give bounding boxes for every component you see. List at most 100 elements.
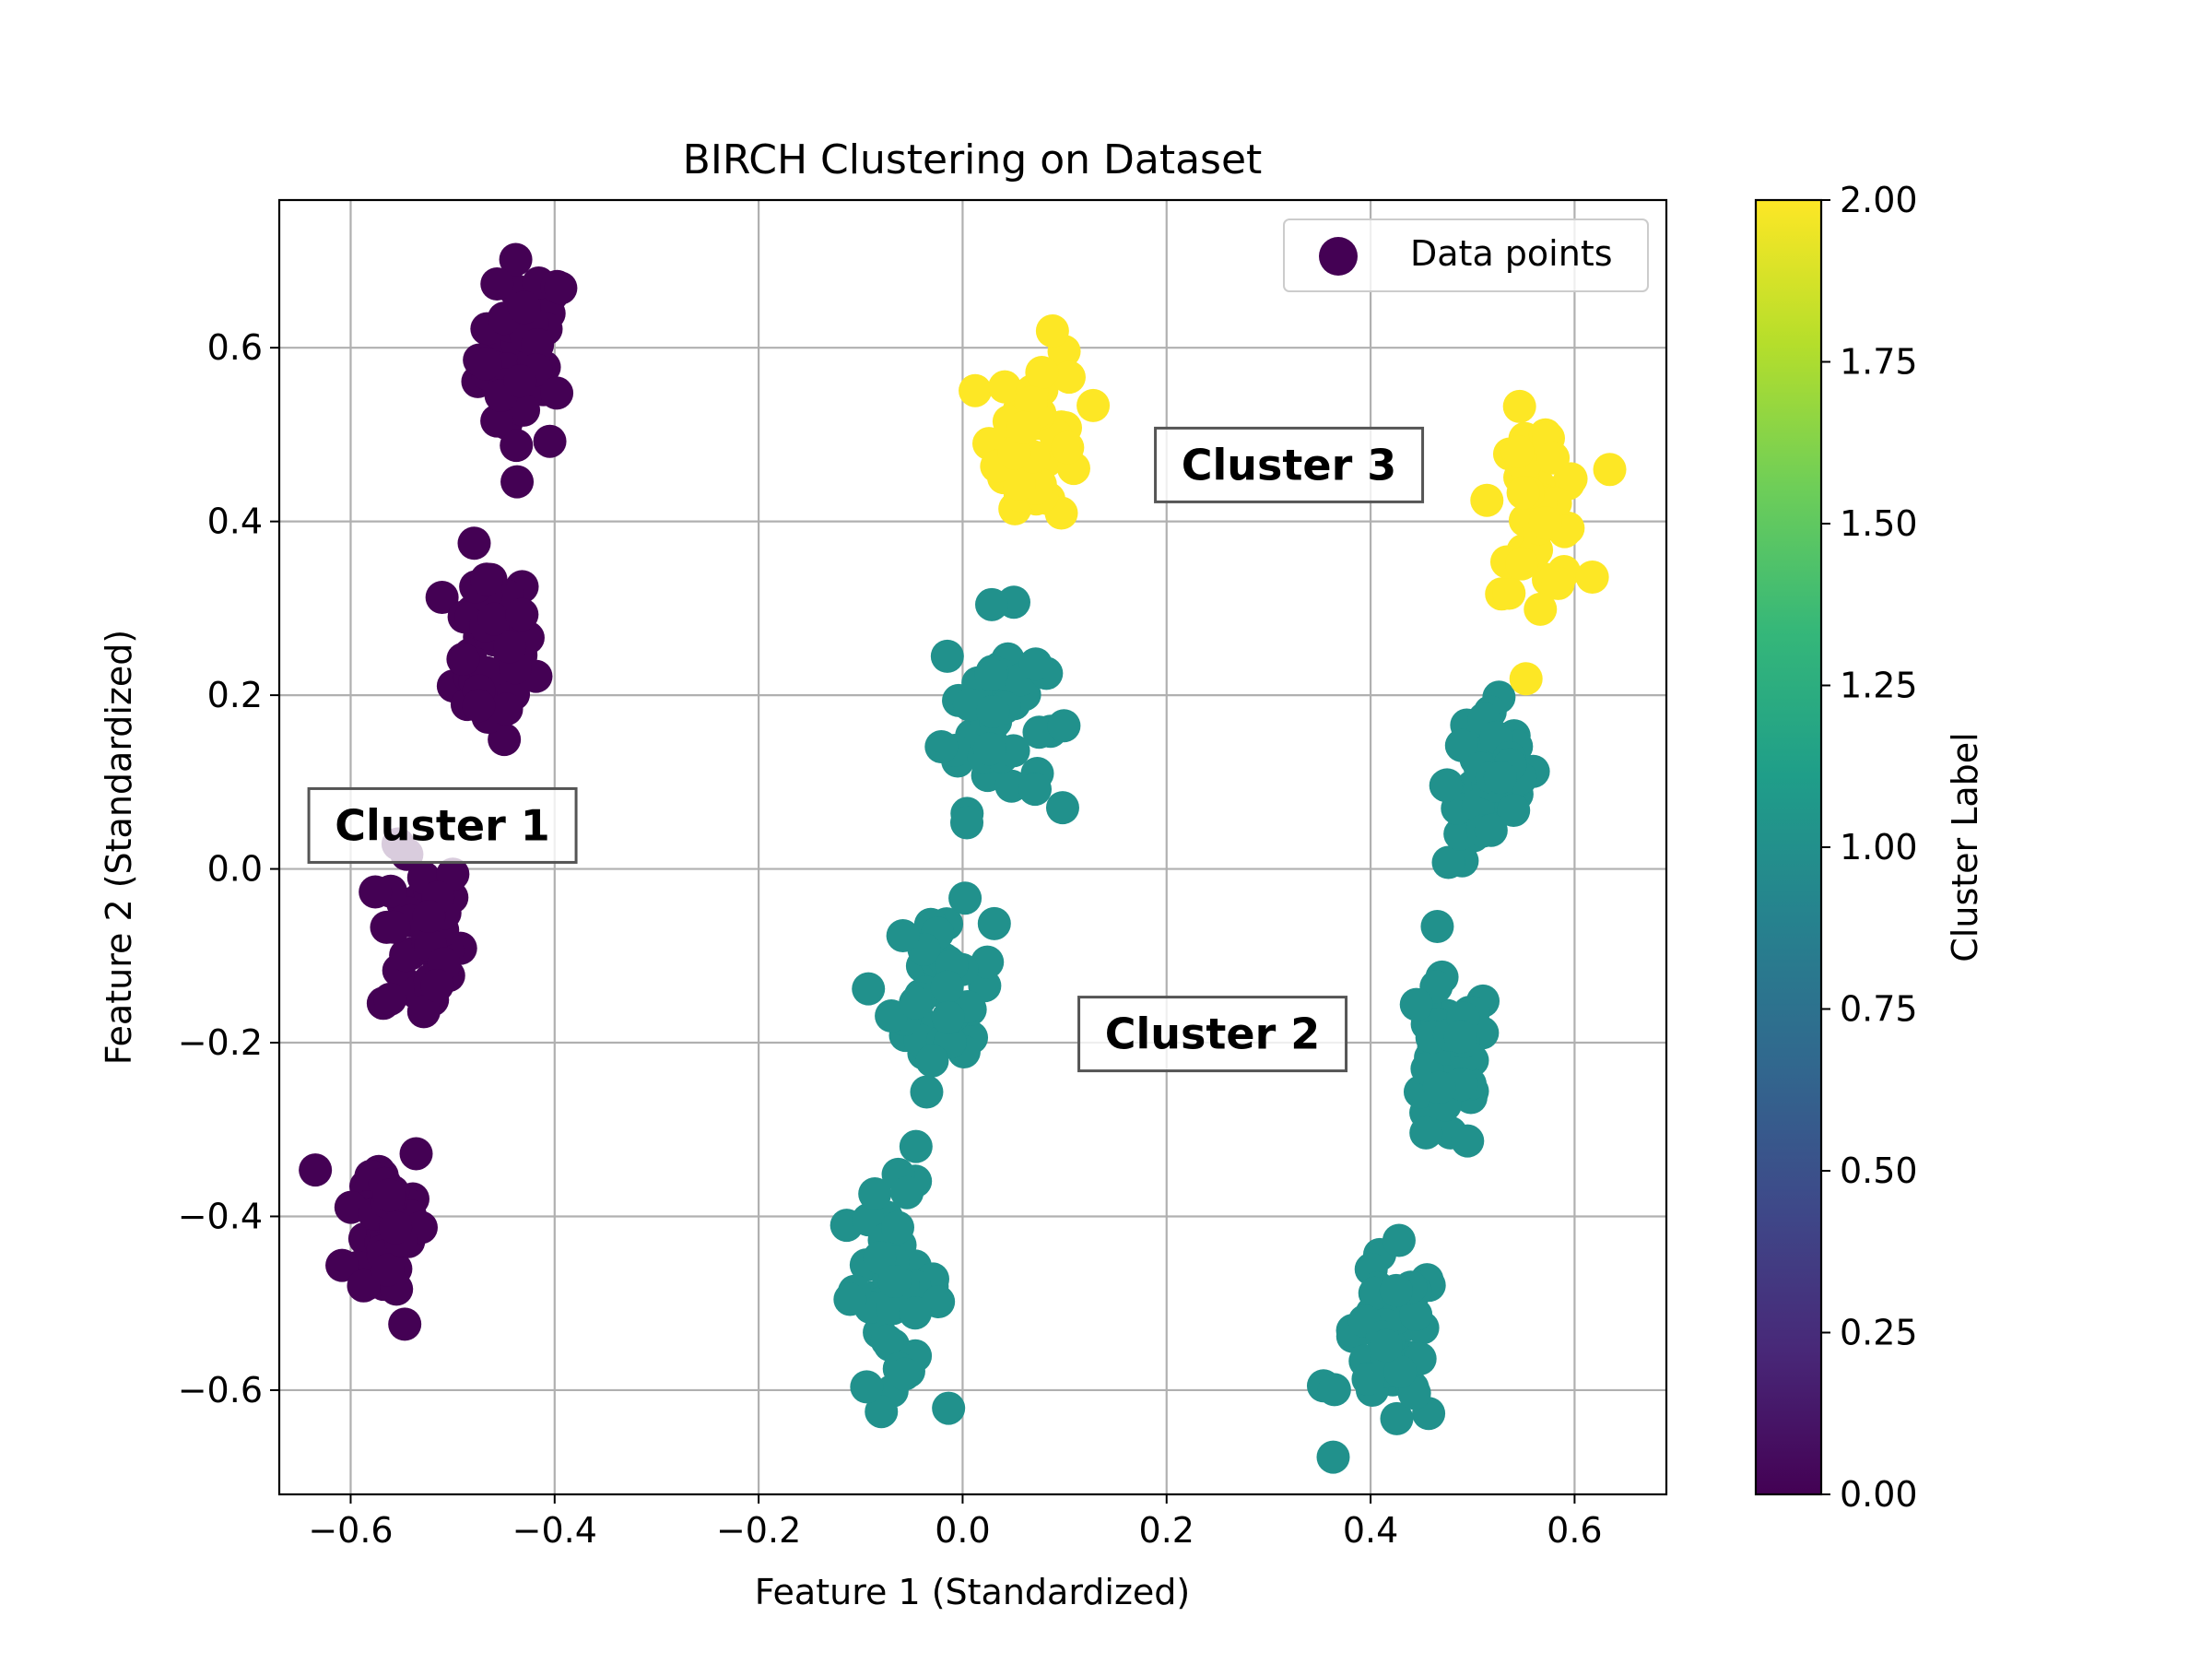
data-point (1077, 388, 1111, 422)
data-point (910, 1075, 944, 1109)
data-point (988, 370, 1022, 404)
data-point (1045, 791, 1079, 825)
legend-label: Data points (1410, 233, 1613, 274)
data-point (1383, 1354, 1418, 1388)
data-point (420, 969, 454, 1003)
y-tick-label: 0.0 (207, 849, 263, 890)
annotation-label: Cluster 1 (335, 800, 550, 850)
data-point (1500, 434, 1535, 468)
colorbar-tick-label: 1.75 (1840, 342, 1918, 383)
data-point (299, 1153, 333, 1187)
data-point (1505, 547, 1539, 581)
data-point (975, 587, 1009, 621)
legend-marker (1319, 237, 1358, 276)
data-point (373, 982, 407, 1016)
data-point (850, 1370, 884, 1404)
data-point (1492, 576, 1526, 610)
data-point (1536, 441, 1571, 475)
data-point (1047, 709, 1081, 743)
data-point (870, 1324, 904, 1358)
data-point (1451, 1124, 1485, 1158)
data-point (898, 1296, 932, 1330)
data-point (977, 906, 1011, 940)
colorbar-tick-label: 1.25 (1840, 666, 1918, 706)
annotation-box (1077, 996, 1348, 1073)
colorbar-label: Cluster Label (1945, 732, 1985, 962)
legend: Data points (1283, 218, 1649, 292)
data-point (1399, 1297, 1433, 1331)
data-point (886, 919, 920, 953)
data-point (499, 242, 533, 277)
x-tick-label: −0.4 (512, 1510, 597, 1551)
data-point (880, 1210, 914, 1245)
data-point (500, 465, 535, 499)
x-tick-label: 0.0 (935, 1510, 990, 1551)
data-point (325, 1248, 359, 1282)
data-point (388, 1307, 422, 1341)
data-point (507, 290, 541, 325)
data-point (489, 692, 524, 726)
data-point (533, 424, 567, 458)
data-point (347, 1269, 381, 1303)
data-point (833, 1282, 867, 1316)
data-point (1317, 1373, 1351, 1407)
data-point (377, 910, 411, 944)
y-axis-label: Feature 2 (Standardized) (99, 630, 139, 1065)
data-point (505, 597, 539, 631)
y-tick-label: −0.2 (178, 1022, 263, 1063)
data-point (1382, 1223, 1416, 1257)
data-point (1369, 1328, 1403, 1363)
data-point (372, 1178, 406, 1212)
data-point (948, 881, 982, 915)
data-point (1018, 647, 1053, 681)
data-point (1316, 1440, 1350, 1474)
colorbar: 0.00 0.25 0.50 0.75 1.00 1.25 1.50 1.75 2.00 Clus… (1754, 180, 1985, 1515)
data-point (1002, 466, 1036, 501)
y-tick-label: 0.4 (207, 502, 263, 542)
data-point (406, 995, 441, 1029)
cluster-annotation: Cluster 3 (1154, 426, 1425, 503)
axes: −0.6 −0.4 −0.2 0.0 0.2 0.4 0.6 −0.6 −0.4 −0.2 0.0 0… (178, 327, 1603, 1551)
data-point (931, 1000, 965, 1034)
data-point (930, 970, 964, 1004)
legend-box (1283, 218, 1649, 292)
data-point (477, 602, 512, 636)
colorbar-tick-label: 1.50 (1840, 503, 1918, 544)
x-tick-label: 0.6 (1547, 1510, 1602, 1551)
data-point (1483, 761, 1517, 795)
data-point (852, 972, 886, 1006)
data-point (915, 1044, 949, 1078)
data-point (877, 1265, 912, 1299)
colorbar-tick-label: 1.00 (1840, 827, 1918, 867)
data-point (1431, 845, 1465, 879)
data-point (1399, 987, 1433, 1021)
y-tick-label: 0.6 (207, 327, 263, 368)
data-point (1443, 1020, 1477, 1054)
data-point (462, 689, 496, 723)
data-point (971, 945, 1005, 979)
data-point (1470, 483, 1504, 517)
cluster-annotations: Cluster 1 Cluster 2 Cluster 3 (307, 426, 1425, 1073)
data-point (899, 985, 933, 1020)
data-point (1506, 476, 1540, 510)
data-point (997, 436, 1031, 470)
y-tick-label: −0.6 (178, 1370, 263, 1410)
data-point (1052, 360, 1086, 395)
data-point (425, 581, 459, 615)
data-point (1420, 909, 1454, 943)
annotation-label: Cluster 3 (1182, 440, 1397, 490)
chart-title: BIRCH Clustering on Dataset (683, 136, 1263, 183)
annotation-box (307, 786, 578, 864)
data-point (1380, 1401, 1414, 1435)
colorbar-tick-label: 0.00 (1840, 1474, 1918, 1515)
data-point (890, 1175, 924, 1210)
data-point (521, 327, 555, 361)
data-point (1528, 506, 1562, 540)
data-point (1474, 813, 1508, 847)
data-point (1051, 431, 1085, 465)
data-point (480, 404, 514, 438)
data-point (371, 1253, 405, 1287)
y-tick-label: −0.4 (178, 1196, 263, 1236)
data-point (540, 376, 574, 410)
